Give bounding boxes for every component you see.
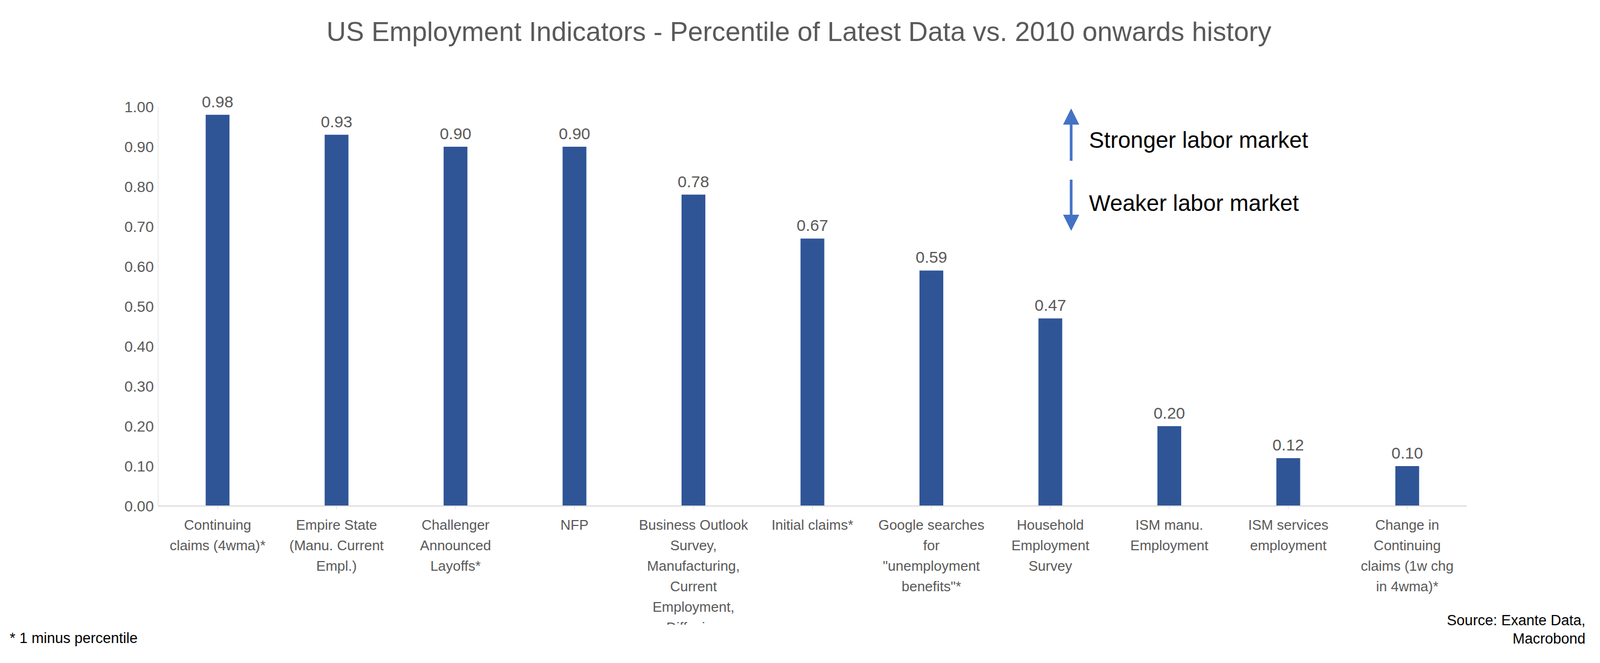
svg-text:Business OutlookSurvey,Manufac: Business OutlookSurvey,Manufacturing,Cur… bbox=[638, 516, 749, 625]
svg-text:0.20: 0.20 bbox=[124, 418, 155, 435]
svg-text:NFP: NFP bbox=[560, 516, 589, 534]
svg-text:0.90: 0.90 bbox=[558, 124, 590, 143]
svg-text:0.10: 0.10 bbox=[1391, 444, 1424, 462]
svg-text:0.90: 0.90 bbox=[124, 138, 155, 156]
svg-text:0.93: 0.93 bbox=[320, 112, 352, 131]
html-text:Source: Exante Data, Macrobond: Source: Exante Data, Macrobond bbox=[1446, 612, 1586, 648]
svg-text:ChallengerAnnouncedLayoffs*: ChallengerAnnouncedLayoffs* bbox=[419, 516, 492, 575]
svg-text:ISM manu.Employment: ISM manu.Employment bbox=[1130, 516, 1209, 554]
svg-text:0.90: 0.90 bbox=[439, 124, 472, 143]
svg-text:0.47: 0.47 bbox=[1034, 296, 1066, 315]
svg-text:0.00: 0.00 bbox=[124, 498, 155, 515]
svg-text:0.70: 0.70 bbox=[124, 218, 155, 236]
svg-text:0.30: 0.30 bbox=[124, 378, 155, 396]
svg-text:ISM servicesemployment: ISM servicesemployment bbox=[1248, 516, 1329, 554]
svg-text:0.59: 0.59 bbox=[915, 248, 948, 267]
svg-text:0.10: 0.10 bbox=[124, 458, 155, 475]
html-text:* 1 minus percentile: * 1 minus percentile bbox=[9, 630, 138, 647]
svg-text:0.80: 0.80 bbox=[124, 178, 155, 196]
svg-text:HouseholdEmploymentSurvey: HouseholdEmploymentSurvey bbox=[1011, 516, 1090, 575]
svg-text:0.20: 0.20 bbox=[1153, 404, 1186, 422]
html-text:US Employment Indicators - Per: US Employment Indicators - Percentile of… bbox=[326, 16, 1272, 47]
svg-text:Google searchesfor"unemploymen: Google searchesfor"unemploymentbenefits"… bbox=[878, 516, 985, 595]
svg-text:0.67: 0.67 bbox=[796, 216, 828, 235]
svg-text:0.98: 0.98 bbox=[201, 92, 234, 111]
svg-text:Empire State(Manu. CurrentEmpl: Empire State(Manu. CurrentEmpl.) bbox=[289, 516, 385, 575]
svg-text:0.40: 0.40 bbox=[124, 338, 155, 356]
svg-text:0.50: 0.50 bbox=[124, 298, 155, 316]
svg-text:0.12: 0.12 bbox=[1272, 436, 1304, 454]
html-text:Weaker labor market: Weaker labor market bbox=[1088, 190, 1299, 216]
svg-text:0.78: 0.78 bbox=[677, 172, 710, 191]
svg-text:1.00: 1.00 bbox=[124, 98, 155, 116]
svg-text:Continuingclaims (4wma)*: Continuingclaims (4wma)* bbox=[169, 516, 266, 554]
svg-text:0.60: 0.60 bbox=[124, 258, 155, 276]
html-text:Stronger labor market: Stronger labor market bbox=[1088, 127, 1309, 153]
svg-text:Change inContinuingclaims (1w: Change inContinuingclaims (1w chgin 4wma… bbox=[1360, 516, 1454, 595]
svg-text:Initial claims*: Initial claims* bbox=[771, 516, 854, 534]
